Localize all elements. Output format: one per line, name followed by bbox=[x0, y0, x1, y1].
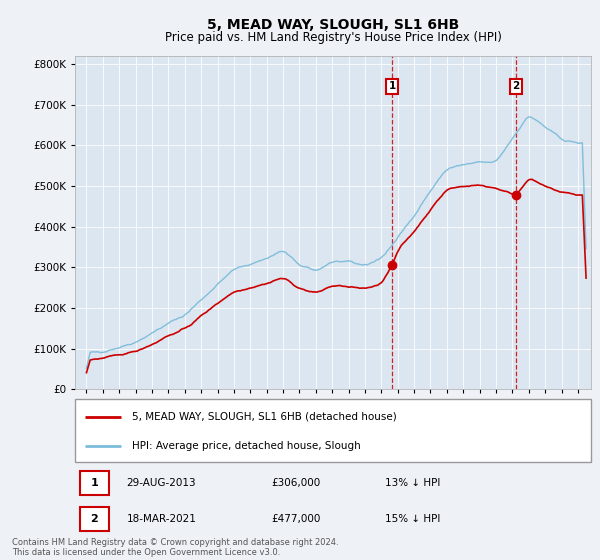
Text: 1: 1 bbox=[389, 81, 396, 91]
Text: 18-MAR-2021: 18-MAR-2021 bbox=[127, 514, 196, 524]
FancyBboxPatch shape bbox=[80, 507, 109, 531]
Text: 15% ↓ HPI: 15% ↓ HPI bbox=[385, 514, 440, 524]
Text: Contains HM Land Registry data © Crown copyright and database right 2024.
This d: Contains HM Land Registry data © Crown c… bbox=[12, 538, 338, 557]
Text: 13% ↓ HPI: 13% ↓ HPI bbox=[385, 478, 440, 488]
Text: 1: 1 bbox=[91, 478, 98, 488]
Text: 5, MEAD WAY, SLOUGH, SL1 6HB: 5, MEAD WAY, SLOUGH, SL1 6HB bbox=[207, 18, 459, 32]
Text: 2: 2 bbox=[512, 81, 520, 91]
Text: £477,000: £477,000 bbox=[271, 514, 320, 524]
Text: Price paid vs. HM Land Registry's House Price Index (HPI): Price paid vs. HM Land Registry's House … bbox=[164, 31, 502, 44]
FancyBboxPatch shape bbox=[80, 470, 109, 495]
Text: 29-AUG-2013: 29-AUG-2013 bbox=[127, 478, 196, 488]
Text: HPI: Average price, detached house, Slough: HPI: Average price, detached house, Slou… bbox=[132, 441, 361, 451]
Text: £306,000: £306,000 bbox=[271, 478, 320, 488]
Text: 5, MEAD WAY, SLOUGH, SL1 6HB (detached house): 5, MEAD WAY, SLOUGH, SL1 6HB (detached h… bbox=[132, 412, 397, 422]
FancyBboxPatch shape bbox=[75, 399, 591, 462]
Text: 2: 2 bbox=[91, 514, 98, 524]
